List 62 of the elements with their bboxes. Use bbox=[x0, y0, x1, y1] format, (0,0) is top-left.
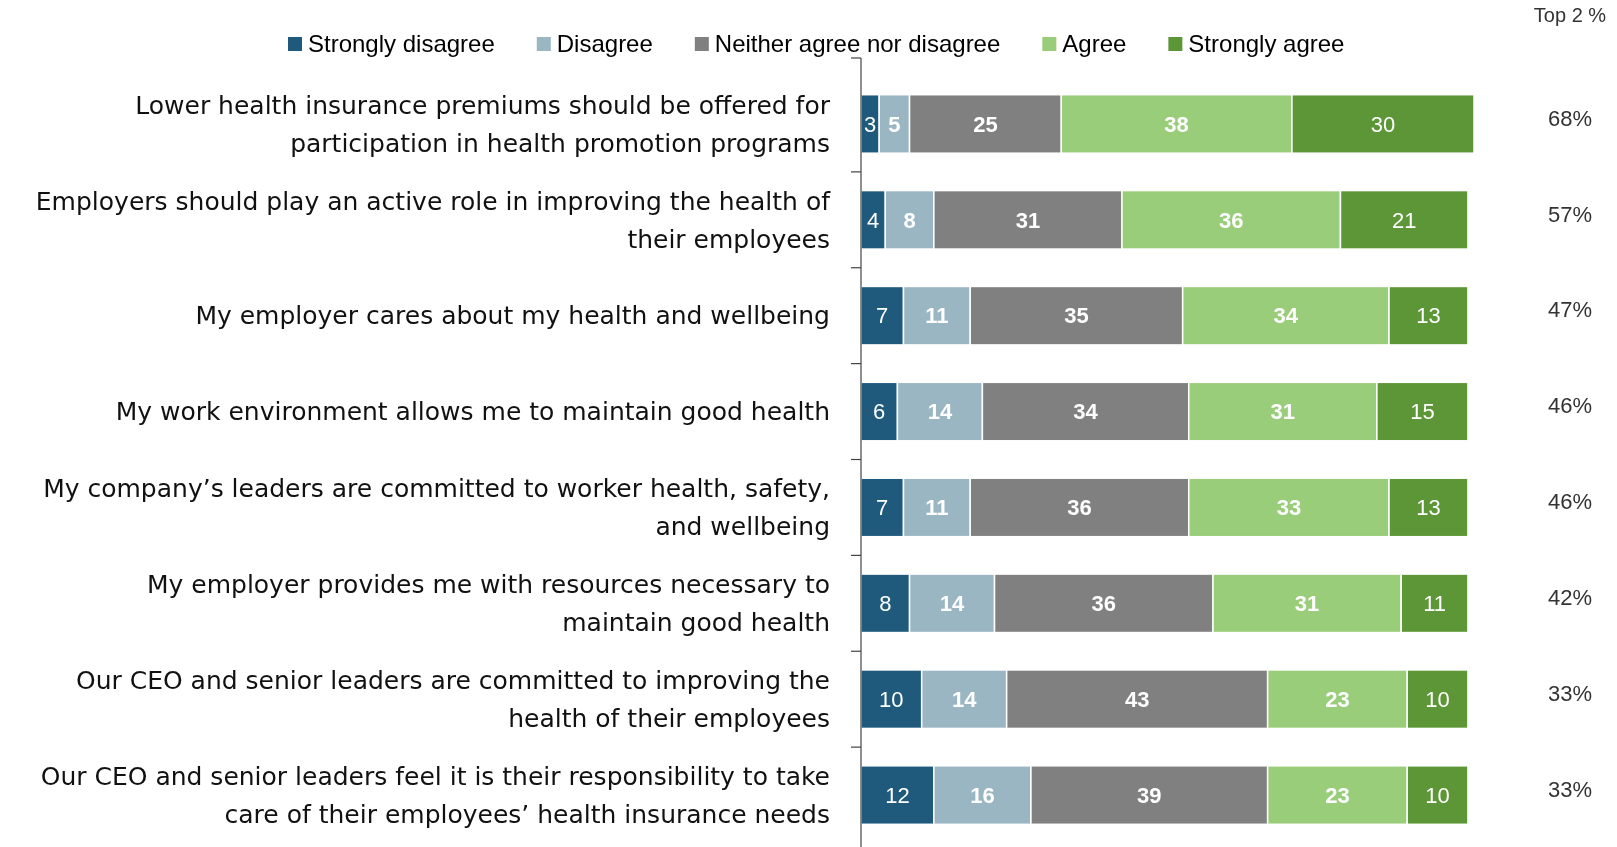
data-label: 13 bbox=[1416, 495, 1441, 521]
data-label: 16 bbox=[970, 782, 995, 808]
data-label: 13 bbox=[1416, 303, 1441, 329]
data-label: 14 bbox=[939, 591, 966, 617]
data-label: 34 bbox=[1273, 303, 1299, 329]
data-label: 31 bbox=[1270, 399, 1296, 425]
data-label: 5 bbox=[888, 111, 901, 137]
data-label: 7 bbox=[876, 303, 889, 329]
data-label: 14 bbox=[951, 686, 978, 712]
data-label: 38 bbox=[1164, 111, 1189, 137]
y-tick-label: Our CEO and senior leaders are committed to improving the health of their employees bbox=[75, 665, 830, 733]
data-label: 39 bbox=[1137, 782, 1162, 808]
data-label: 3 bbox=[863, 111, 877, 137]
data-label: 8 bbox=[879, 591, 892, 617]
y-tick-label: My employer provides me with resources necessary to maintain good health bbox=[146, 570, 830, 638]
y-tick-label: My work environment allows me to maintain good health bbox=[115, 397, 830, 427]
data-label: 23 bbox=[1325, 686, 1350, 712]
legend-label: Disagree bbox=[556, 30, 653, 58]
data-label: 10 bbox=[1425, 686, 1450, 712]
data-label: 11 bbox=[925, 495, 949, 521]
legend-label: Neither agree nor disagree bbox=[714, 30, 1001, 58]
data-label: 31 bbox=[1294, 591, 1320, 617]
data-label: 12 bbox=[885, 782, 910, 808]
data-label: 43 bbox=[1124, 686, 1150, 712]
data-label: 4 bbox=[867, 207, 880, 233]
data-label: 11 bbox=[1423, 591, 1446, 617]
data-label: 34 bbox=[1073, 399, 1099, 425]
data-label: 33 bbox=[1276, 495, 1302, 521]
legend-label: Strongly disagree bbox=[308, 30, 495, 58]
data-label: 36 bbox=[1067, 495, 1092, 521]
y-tick-label: Our CEO and senior leaders feel it is their responsibility to take care of their employees’ health insurance needs bbox=[40, 761, 830, 829]
y-tick-label: My employer cares about my health and wellbeing bbox=[195, 301, 830, 331]
data-label: 36 bbox=[1091, 591, 1117, 617]
legend-label: Agree bbox=[1062, 30, 1127, 58]
data-label: 7 bbox=[876, 495, 889, 521]
text: 68% bbox=[1547, 105, 1593, 131]
y-tick-label: Employers should play an active role in improving the health of their employees bbox=[35, 186, 832, 254]
data-label: 10 bbox=[879, 686, 904, 712]
data-label: 11 bbox=[925, 303, 949, 329]
data-label: 31 bbox=[1015, 207, 1041, 233]
data-label: 15 bbox=[1410, 399, 1435, 425]
legend-label: Strongly agree bbox=[1188, 30, 1345, 58]
text: Top 2 % bbox=[1533, 4, 1607, 26]
data-label: 25 bbox=[973, 111, 998, 137]
data-label: 36 bbox=[1218, 207, 1244, 233]
data-label: 21 bbox=[1391, 207, 1417, 233]
data-label: 14 bbox=[927, 399, 953, 425]
data-label: 6 bbox=[873, 399, 886, 425]
y-tick-label: My company’s leaders are committed to worker health, safety, and wellbeing bbox=[43, 474, 830, 542]
text: 46% bbox=[1547, 489, 1593, 515]
text: 57% bbox=[1547, 201, 1593, 227]
y-tick-label: Lower health insurance premiums should be offered for participation in health promotion programs bbox=[135, 90, 831, 158]
text: 47% bbox=[1547, 297, 1593, 323]
data-label: 35 bbox=[1064, 303, 1089, 329]
data-label: 8 bbox=[903, 207, 916, 233]
text: 46% bbox=[1547, 393, 1593, 419]
data-label: 30 bbox=[1370, 111, 1396, 137]
text: 33% bbox=[1547, 680, 1593, 706]
text: 33% bbox=[1547, 776, 1593, 802]
text: 42% bbox=[1547, 585, 1593, 611]
data-label: 23 bbox=[1325, 782, 1350, 808]
data-label: 10 bbox=[1425, 782, 1450, 808]
